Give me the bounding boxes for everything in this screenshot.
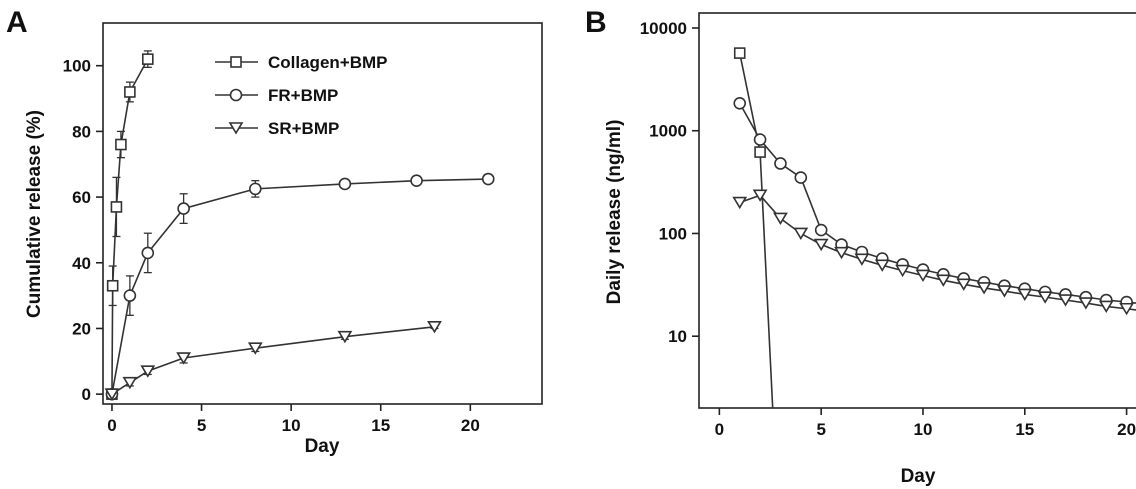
data-point-triangle-down [834,246,849,260]
data-point-square [733,47,746,59]
data-point-square [106,279,119,292]
y-tick-label: 10 [668,327,687,346]
data-point-triangle-down [915,269,931,283]
y-tick-label: 0 [82,385,91,404]
y-tick-label: 20 [72,319,91,338]
series-square-line [111,58,149,395]
data-point-triangle-down [1037,291,1053,304]
data-point-triangle-down [935,274,951,287]
data-point-triangle-down [1078,297,1094,310]
data-point-triangle-down [773,212,788,226]
data-point-circle [338,177,352,191]
data-point-triangle-down [956,278,972,291]
x-tick-label: 15 [1015,420,1034,439]
panel-b-x-axis-title: Day [901,466,936,487]
data-point-circle [410,174,423,187]
legend-label-fr: FR+BMP [268,86,338,105]
data-point-triangle-down [176,352,192,365]
data-point-circle [481,172,495,186]
data-point-triangle-down [874,259,890,272]
series-triangle-down-line [739,194,1136,311]
data-point-circle [249,182,262,196]
series-circle-line [111,178,489,395]
data-point-triangle-down [895,264,911,278]
panel-b-series [732,47,1136,408]
data-point-triangle-down [793,227,809,241]
data-point-triangle-down [1017,288,1033,301]
panel-b: B Day Daily release (ng/ml) 0 5 10 15 20 10 10… [585,6,1136,487]
legend-marker-sr [228,122,244,135]
data-point-triangle-down [104,388,120,401]
x-tick-label: 5 [816,420,825,439]
series-triangle-down-line [111,326,435,395]
data-point-square [110,201,123,213]
data-point-triangle-down [854,253,870,266]
x-tick-label: 20 [1117,420,1136,439]
data-point-square [141,53,154,65]
data-point-square [124,86,136,98]
y-tick-label: 80 [72,122,91,141]
x-tick-label: 5 [197,416,206,435]
panel-b-letter: B [585,6,607,39]
data-point-circle [794,171,808,184]
x-tick-label: 0 [107,416,116,435]
data-point-circle [123,289,137,302]
panel-a: A Day Cumulative release (%) 0 5 10 15 20 0 20… [6,6,543,457]
data-point-triangle-down [997,285,1012,298]
x-tick-label: 10 [282,416,301,435]
data-point-triangle-down [1098,300,1114,313]
data-point-triangle-down [247,342,263,355]
y-tick-label: 40 [72,254,91,273]
data-point-triangle-down [427,321,442,334]
panel-a-x-axis-title: Day [305,436,340,457]
y-tick-label: 10000 [640,19,687,38]
x-tick-label: 20 [461,416,480,435]
panel-a-y-axis-title: Cumulative release (%) [24,110,45,318]
x-tick-label: 0 [715,420,724,439]
data-point-circle [733,96,747,110]
data-point-circle [814,223,828,237]
data-point-triangle-down [813,238,829,252]
legend-marker-collagen [230,56,242,68]
data-point-triangle-down [140,365,156,378]
panel-b-plot-frame [698,12,1136,409]
data-point-circle [141,246,155,260]
panel-a-ticks: 0 5 10 15 20 0 20 40 60 80 100 [63,57,480,435]
data-point-triangle-down [1058,294,1073,307]
data-point-square [115,138,127,151]
panel-a-legend: Collagen+BMP FR+BMP SR+BMP [215,53,388,138]
legend-label-sr: SR+BMP [268,119,339,138]
data-point-triangle-down [337,330,353,344]
x-tick-label: 10 [914,420,933,439]
data-point-circle [177,202,190,215]
data-point-triangle-down [976,282,992,295]
legend-label-collagen: Collagen+BMP [268,53,388,72]
panel-a-letter: A [6,6,28,39]
y-tick-label: 60 [72,188,91,207]
panel-a-series [104,50,495,401]
x-tick-label: 15 [371,416,390,435]
data-point-circle [774,157,787,170]
data-point-circle [753,133,767,146]
y-tick-label: 1000 [649,122,687,141]
data-point-triangle-down [122,376,138,390]
data-point-square [754,146,766,158]
y-tick-label: 100 [63,57,91,76]
data-point-triangle-down [732,196,748,210]
legend-marker-fr [229,88,243,102]
panel-b-y-axis-title: Daily release (ng/ml) [604,120,625,305]
panel-a-plot-frame [102,22,543,405]
panel-b-ticks: 0 5 10 15 20 10 100 1000 10000 [640,19,1136,439]
series-square-line [738,52,774,408]
data-point-triangle-down [752,189,768,202]
y-tick-label: 100 [659,224,687,243]
data-point-triangle-down [1119,302,1135,316]
